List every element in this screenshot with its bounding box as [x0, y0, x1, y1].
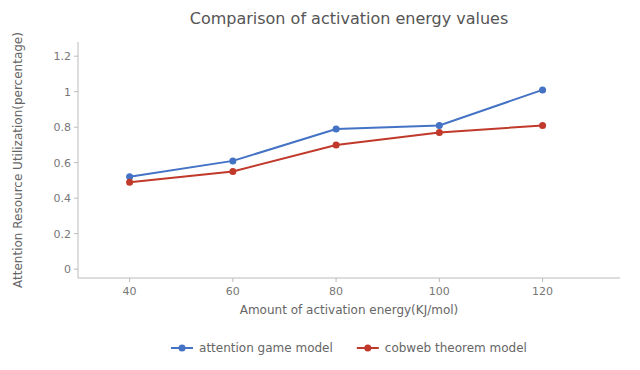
series-line [130, 125, 543, 182]
point [436, 122, 443, 129]
x-tick-label: 120 [532, 285, 553, 298]
y-tick-label: 1 [64, 86, 71, 99]
y-tick [74, 233, 78, 234]
legend-label: attention game model [199, 341, 333, 355]
y-tick-label: 0.2 [54, 228, 72, 241]
x-axis-line [78, 278, 620, 279]
y-axis-label: Attention Resource Utilization(percentag… [11, 32, 25, 288]
point [539, 122, 546, 129]
y-tick [74, 198, 78, 199]
y-tick [74, 91, 78, 92]
y-tick-label: 0 [64, 263, 71, 276]
x-tick-label: 100 [429, 285, 450, 298]
point [333, 141, 340, 148]
point [229, 168, 236, 175]
plot-area [126, 86, 546, 185]
chart: Comparison of activation energy values 40… [0, 0, 640, 370]
y-tick-label: 0.8 [54, 121, 72, 134]
legend: attention game model cobweb theorem model [171, 341, 527, 355]
point [229, 157, 236, 164]
y-axis-line [78, 42, 79, 278]
y-tick-label: 0.6 [54, 157, 72, 170]
point [539, 86, 546, 93]
series-line [130, 90, 543, 177]
legend-marker [179, 345, 186, 352]
x-tick [336, 278, 337, 282]
x-tick [129, 278, 130, 282]
legend-marker [364, 345, 371, 352]
x-tick [232, 278, 233, 282]
x-tick-label: 60 [226, 285, 240, 298]
point [126, 179, 133, 186]
x-tick-label: 40 [123, 285, 137, 298]
y-tick [74, 56, 78, 57]
legend-label: cobweb theorem model [385, 341, 527, 355]
y-tick-label: 0.4 [54, 192, 72, 205]
point [333, 125, 340, 132]
y-tick-label: 1.2 [54, 50, 72, 63]
title: Comparison of activation energy values [190, 9, 509, 28]
y-tick [74, 162, 78, 163]
x-tick-label: 80 [329, 285, 343, 298]
x-tick [439, 278, 440, 282]
y-tick [74, 269, 78, 270]
legend-item: cobweb theorem model [357, 341, 527, 355]
x-tick [542, 278, 543, 282]
x-axis-label: Amount of activation energy(KJ/mol) [240, 303, 459, 317]
y-tick [74, 127, 78, 128]
point [436, 129, 443, 136]
legend-item: attention game model [171, 341, 333, 355]
